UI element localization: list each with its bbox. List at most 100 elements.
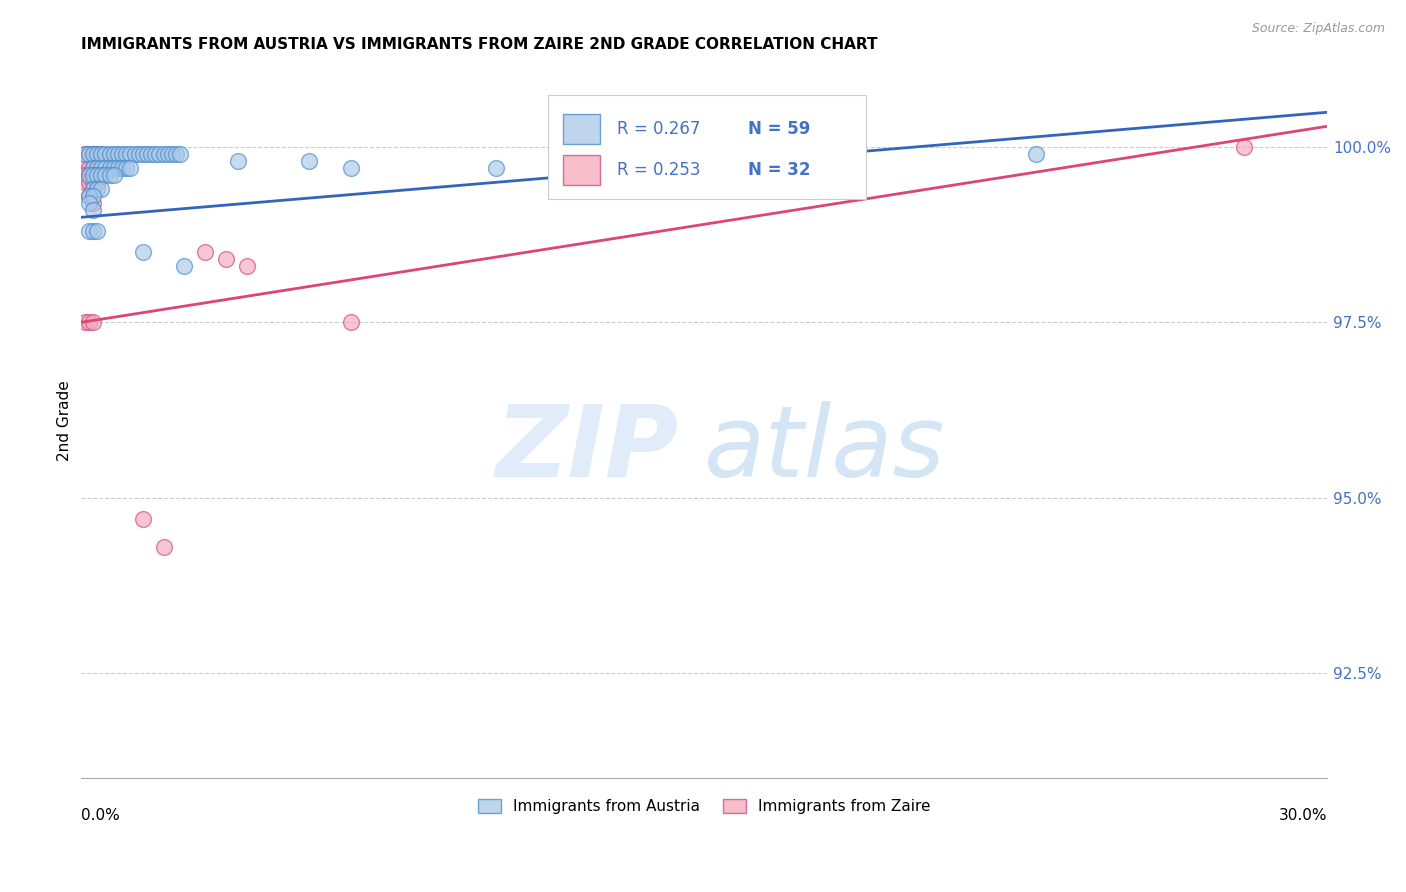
- Point: [111, 147, 134, 161]
- Bar: [548, 95, 866, 199]
- Point: [77, 175, 100, 189]
- Point: [103, 169, 125, 183]
- Point: [128, 147, 150, 161]
- Point: [107, 161, 129, 176]
- Point: [77, 147, 100, 161]
- Point: [86, 169, 108, 183]
- Point: [82, 189, 104, 203]
- Point: [152, 540, 174, 554]
- Point: [165, 147, 187, 161]
- Point: [86, 147, 108, 161]
- Bar: [562, 155, 600, 185]
- Point: [1025, 147, 1047, 161]
- Point: [77, 189, 100, 203]
- Point: [86, 175, 108, 189]
- Point: [98, 161, 121, 176]
- Point: [298, 154, 321, 169]
- Point: [132, 245, 155, 260]
- Point: [98, 147, 121, 161]
- Point: [73, 147, 96, 161]
- Point: [82, 315, 104, 329]
- Point: [82, 169, 104, 183]
- Point: [82, 182, 104, 196]
- Point: [111, 161, 134, 176]
- Text: IMMIGRANTS FROM AUSTRIA VS IMMIGRANTS FROM ZAIRE 2ND GRADE CORRELATION CHART: IMMIGRANTS FROM AUSTRIA VS IMMIGRANTS FR…: [80, 37, 877, 53]
- Point: [77, 224, 100, 238]
- Text: ZIP: ZIP: [496, 401, 679, 498]
- Point: [86, 147, 108, 161]
- Point: [82, 224, 104, 238]
- Point: [90, 182, 112, 196]
- Point: [94, 169, 117, 183]
- Point: [94, 154, 117, 169]
- Point: [77, 315, 100, 329]
- Point: [90, 147, 112, 161]
- Point: [86, 161, 108, 176]
- Point: [82, 147, 104, 161]
- Point: [143, 147, 166, 161]
- Point: [77, 169, 100, 183]
- Point: [169, 147, 191, 161]
- Point: [73, 147, 96, 161]
- Point: [136, 147, 159, 161]
- Point: [90, 161, 112, 176]
- Point: [124, 147, 146, 161]
- Legend: Immigrants from Austria, Immigrants from Zaire: Immigrants from Austria, Immigrants from…: [471, 793, 936, 821]
- Text: atlas: atlas: [704, 401, 946, 498]
- Point: [156, 147, 179, 161]
- Point: [215, 252, 238, 267]
- Point: [82, 175, 104, 189]
- Point: [94, 161, 117, 176]
- Text: R = 0.267: R = 0.267: [617, 120, 700, 137]
- Point: [77, 147, 100, 161]
- Point: [173, 260, 195, 274]
- Point: [339, 315, 361, 329]
- Point: [73, 315, 96, 329]
- Point: [73, 154, 96, 169]
- Point: [77, 189, 100, 203]
- Point: [1233, 140, 1256, 154]
- Point: [103, 161, 125, 176]
- Text: 0.0%: 0.0%: [80, 808, 120, 823]
- Point: [107, 147, 129, 161]
- Point: [132, 147, 155, 161]
- Point: [94, 147, 117, 161]
- Point: [228, 154, 250, 169]
- Point: [120, 161, 142, 176]
- Point: [98, 154, 121, 169]
- Point: [82, 196, 104, 211]
- Point: [82, 161, 104, 176]
- Point: [132, 511, 155, 525]
- Point: [120, 147, 142, 161]
- Point: [610, 154, 633, 169]
- Point: [148, 147, 170, 161]
- Point: [82, 161, 104, 176]
- Point: [90, 169, 112, 183]
- Point: [86, 169, 108, 183]
- Point: [141, 147, 163, 161]
- Point: [73, 169, 96, 183]
- Text: 30.0%: 30.0%: [1279, 808, 1327, 823]
- Text: R = 0.253: R = 0.253: [617, 161, 700, 179]
- Point: [86, 161, 108, 176]
- Point: [98, 169, 121, 183]
- Text: N = 59: N = 59: [748, 120, 810, 137]
- Text: N = 32: N = 32: [748, 161, 810, 179]
- Point: [86, 224, 108, 238]
- Point: [86, 182, 108, 196]
- Point: [339, 161, 361, 176]
- Point: [115, 161, 138, 176]
- Point: [82, 203, 104, 218]
- Point: [77, 161, 100, 176]
- Point: [115, 147, 138, 161]
- Point: [82, 169, 104, 183]
- Text: Source: ZipAtlas.com: Source: ZipAtlas.com: [1251, 22, 1385, 36]
- Y-axis label: 2nd Grade: 2nd Grade: [58, 380, 72, 461]
- Point: [103, 147, 125, 161]
- Point: [160, 147, 183, 161]
- Point: [73, 175, 96, 189]
- Bar: [562, 113, 600, 144]
- Point: [77, 196, 100, 211]
- Point: [82, 147, 104, 161]
- Point: [90, 147, 112, 161]
